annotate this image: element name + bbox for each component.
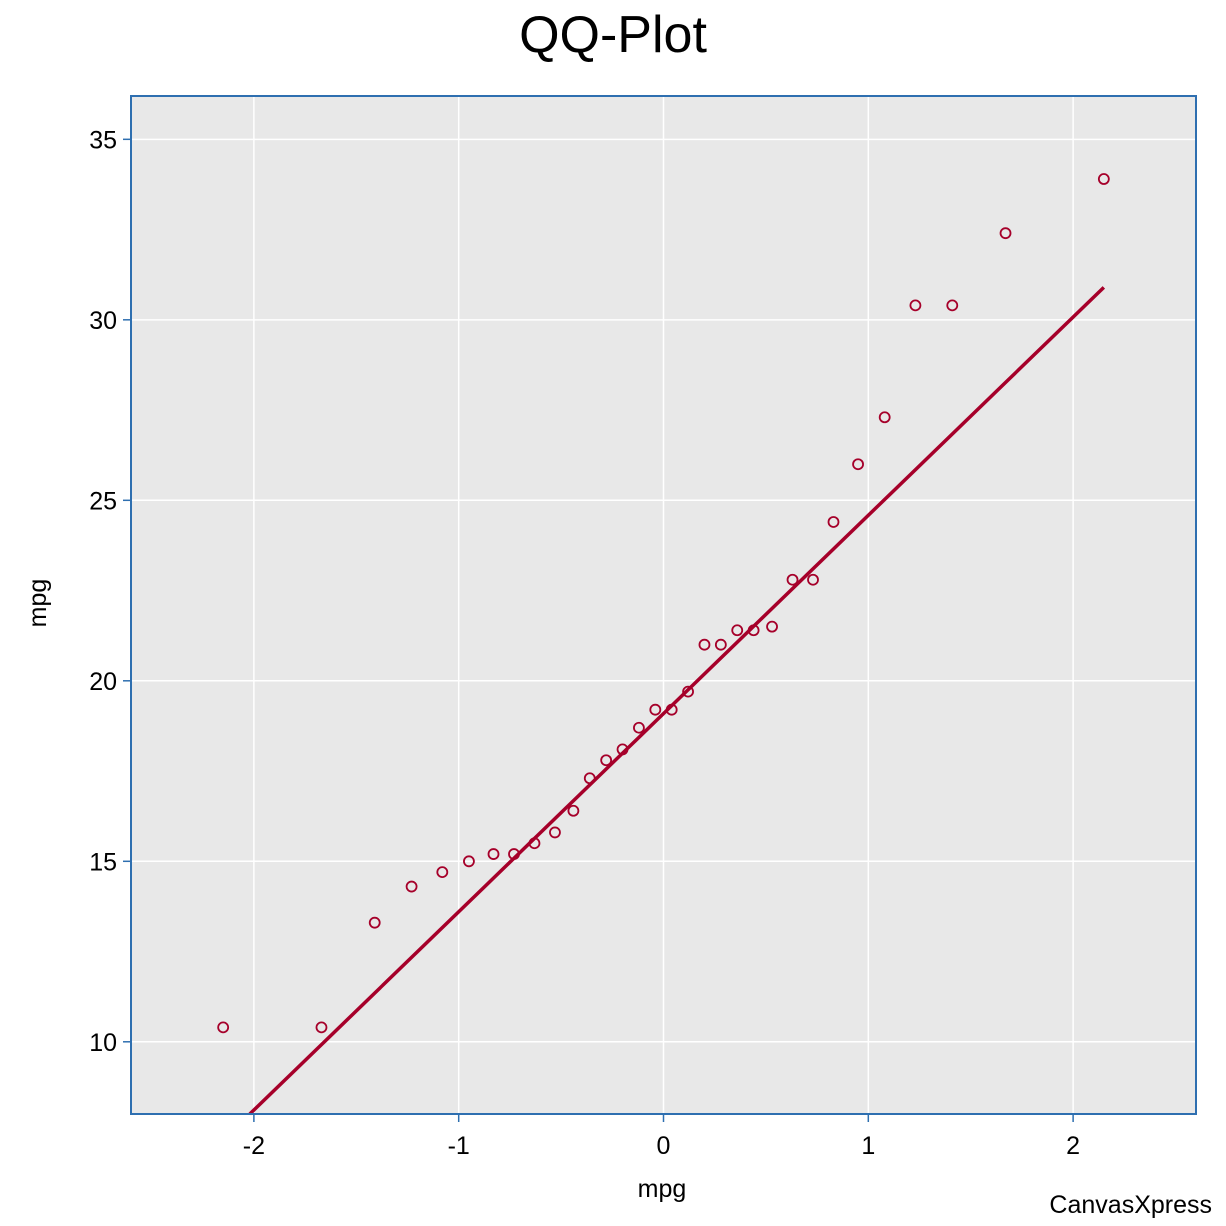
x-tick-label: -2: [243, 1132, 265, 1160]
data-point: [600, 754, 613, 767]
data-point: [999, 227, 1012, 240]
data-point: [217, 1021, 230, 1034]
data-point: [649, 703, 662, 716]
data-point: [698, 638, 711, 651]
data-point: [549, 826, 561, 839]
data-point: [909, 299, 922, 312]
reference-line: [248, 286, 1106, 1116]
x-tick-label: 1: [861, 1132, 875, 1160]
data-point: [827, 516, 840, 528]
y-tick-label: 30: [89, 307, 117, 335]
x-tick-label: 0: [657, 1132, 671, 1160]
data-point: [633, 721, 645, 734]
data-point: [463, 855, 475, 868]
data-point: [786, 573, 799, 586]
data-point: [528, 837, 541, 850]
data-point: [487, 848, 500, 860]
data-point: [731, 624, 744, 637]
y-axis-label: mpg: [24, 579, 52, 628]
grid-lines: [131, 96, 1196, 1114]
data-point: [766, 620, 778, 633]
data-point: [405, 880, 418, 893]
y-tick-label: 35: [89, 126, 117, 154]
y-tick-label: 15: [89, 848, 117, 876]
x-axis-ticks: -2 -1 0 1 2: [243, 1114, 1080, 1160]
x-tick-label: -1: [448, 1132, 470, 1160]
reference-line-group: [248, 286, 1106, 1116]
data-point: [747, 624, 760, 637]
x-axis-label: mpg: [638, 1175, 687, 1203]
data-point: [878, 411, 891, 424]
data-point: [315, 1021, 328, 1034]
data-point: [567, 804, 580, 817]
data-point: [714, 638, 727, 651]
y-tick-label: 20: [89, 668, 117, 696]
data-points: [217, 173, 1110, 1034]
data-point: [807, 573, 819, 586]
data-point: [682, 685, 694, 698]
data-point: [946, 299, 959, 312]
data-point: [852, 458, 864, 471]
data-point: [368, 916, 381, 929]
data-point: [583, 772, 596, 785]
credit-label: CanvasXpress: [1049, 1191, 1212, 1219]
data-point: [436, 866, 449, 879]
y-axis-ticks: 10 15 20 25 30 35: [89, 126, 131, 1057]
data-point: [508, 848, 520, 860]
y-tick-label: 25: [89, 487, 117, 515]
chart-title: QQ-Plot: [519, 6, 707, 64]
x-tick-label: 2: [1066, 1132, 1080, 1160]
data-point: [616, 743, 629, 756]
data-point: [1097, 173, 1110, 185]
plot-frame: [130, 95, 1197, 1115]
data-point: [665, 703, 678, 716]
y-tick-label: 10: [89, 1029, 117, 1057]
